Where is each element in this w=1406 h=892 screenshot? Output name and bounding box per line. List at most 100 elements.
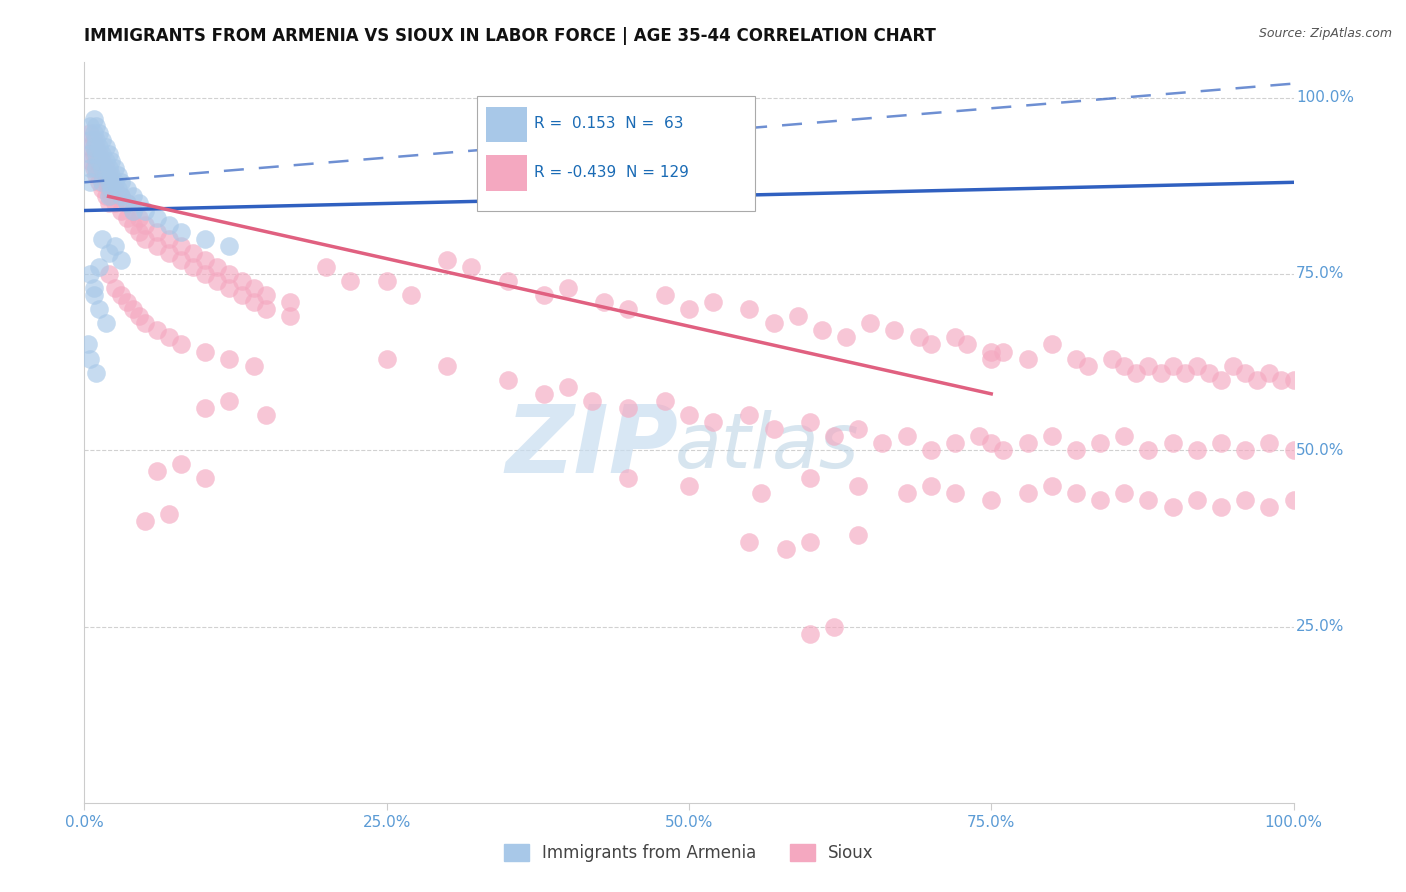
Point <box>1114 429 1136 443</box>
Point <box>738 408 761 422</box>
Point <box>79 133 101 147</box>
Point <box>1185 359 1208 373</box>
Point <box>920 337 942 351</box>
Point <box>1209 373 1232 387</box>
Text: R = -0.439  N = 129: R = -0.439 N = 129 <box>534 164 689 179</box>
Point <box>87 147 110 161</box>
Point <box>943 330 966 344</box>
Point <box>1017 351 1039 366</box>
Point <box>79 140 101 154</box>
Point <box>1234 443 1257 458</box>
Point <box>100 182 122 196</box>
Point <box>993 344 1015 359</box>
Point <box>107 182 129 196</box>
Point <box>315 260 337 274</box>
Point <box>920 443 942 458</box>
Point <box>121 203 143 218</box>
Point <box>907 330 929 344</box>
Point <box>1088 492 1111 507</box>
Point <box>104 281 127 295</box>
Point <box>110 252 132 267</box>
Point <box>97 196 120 211</box>
Point <box>1161 359 1184 373</box>
Point <box>278 310 301 324</box>
Point <box>1258 436 1281 450</box>
Point <box>375 274 398 288</box>
Point <box>181 245 204 260</box>
Point <box>194 232 217 246</box>
Point <box>104 175 127 189</box>
Point <box>980 351 1002 366</box>
Point <box>104 239 127 253</box>
Point <box>254 408 277 422</box>
Point <box>835 330 858 344</box>
Text: 25.0%: 25.0% <box>1296 619 1344 634</box>
Point <box>762 422 785 436</box>
Point <box>94 168 117 182</box>
Point <box>823 429 845 443</box>
Point <box>146 225 169 239</box>
Point <box>94 316 117 330</box>
Point <box>110 175 132 189</box>
Point <box>1222 359 1244 373</box>
Point <box>100 154 122 169</box>
Text: 100.0%: 100.0% <box>1296 90 1354 105</box>
Point <box>533 387 555 401</box>
Point <box>1125 366 1147 380</box>
Point <box>980 344 1002 359</box>
Point <box>799 471 821 485</box>
Point <box>738 535 761 549</box>
Point <box>218 239 240 253</box>
Point <box>1017 436 1039 450</box>
Point <box>1088 436 1111 450</box>
Text: 75.0%: 75.0% <box>1296 267 1344 282</box>
Point <box>702 295 724 310</box>
FancyBboxPatch shape <box>486 155 527 191</box>
Point <box>1149 366 1171 380</box>
Point <box>94 189 117 203</box>
Point <box>943 436 966 450</box>
Point <box>1064 443 1087 458</box>
Point <box>194 252 217 267</box>
Point <box>79 119 101 133</box>
Point <box>823 619 845 633</box>
Text: IMMIGRANTS FROM ARMENIA VS SIOUX IN LABOR FORCE | AGE 35-44 CORRELATION CHART: IMMIGRANTS FROM ARMENIA VS SIOUX IN LABO… <box>84 27 936 45</box>
Point <box>678 302 700 317</box>
Point <box>460 260 482 274</box>
Point <box>121 302 143 317</box>
Point <box>128 225 150 239</box>
Point <box>1101 351 1123 366</box>
Text: R =  0.153  N =  63: R = 0.153 N = 63 <box>534 116 683 131</box>
Point <box>146 211 169 225</box>
Point <box>1282 373 1305 387</box>
Point <box>967 429 990 443</box>
Point <box>97 267 120 281</box>
Point <box>121 189 143 203</box>
Point <box>87 175 110 189</box>
Point <box>134 232 156 246</box>
Point <box>87 260 110 274</box>
Point <box>146 323 169 337</box>
Point <box>79 126 101 140</box>
Point <box>86 168 108 182</box>
Point <box>581 393 603 408</box>
Point <box>1114 359 1136 373</box>
Point <box>97 175 120 189</box>
Point <box>254 288 277 302</box>
Point <box>86 366 108 380</box>
Point <box>1209 436 1232 450</box>
Point <box>1017 485 1039 500</box>
Point <box>242 295 264 310</box>
Point <box>617 302 640 317</box>
Point <box>83 281 105 295</box>
Point <box>399 288 422 302</box>
Point <box>1185 492 1208 507</box>
Point <box>194 267 217 281</box>
Point <box>115 196 138 211</box>
Point <box>110 203 132 218</box>
Point <box>846 528 869 542</box>
Point <box>1246 373 1268 387</box>
Point <box>786 310 808 324</box>
Point <box>1077 359 1099 373</box>
Point <box>799 626 821 640</box>
